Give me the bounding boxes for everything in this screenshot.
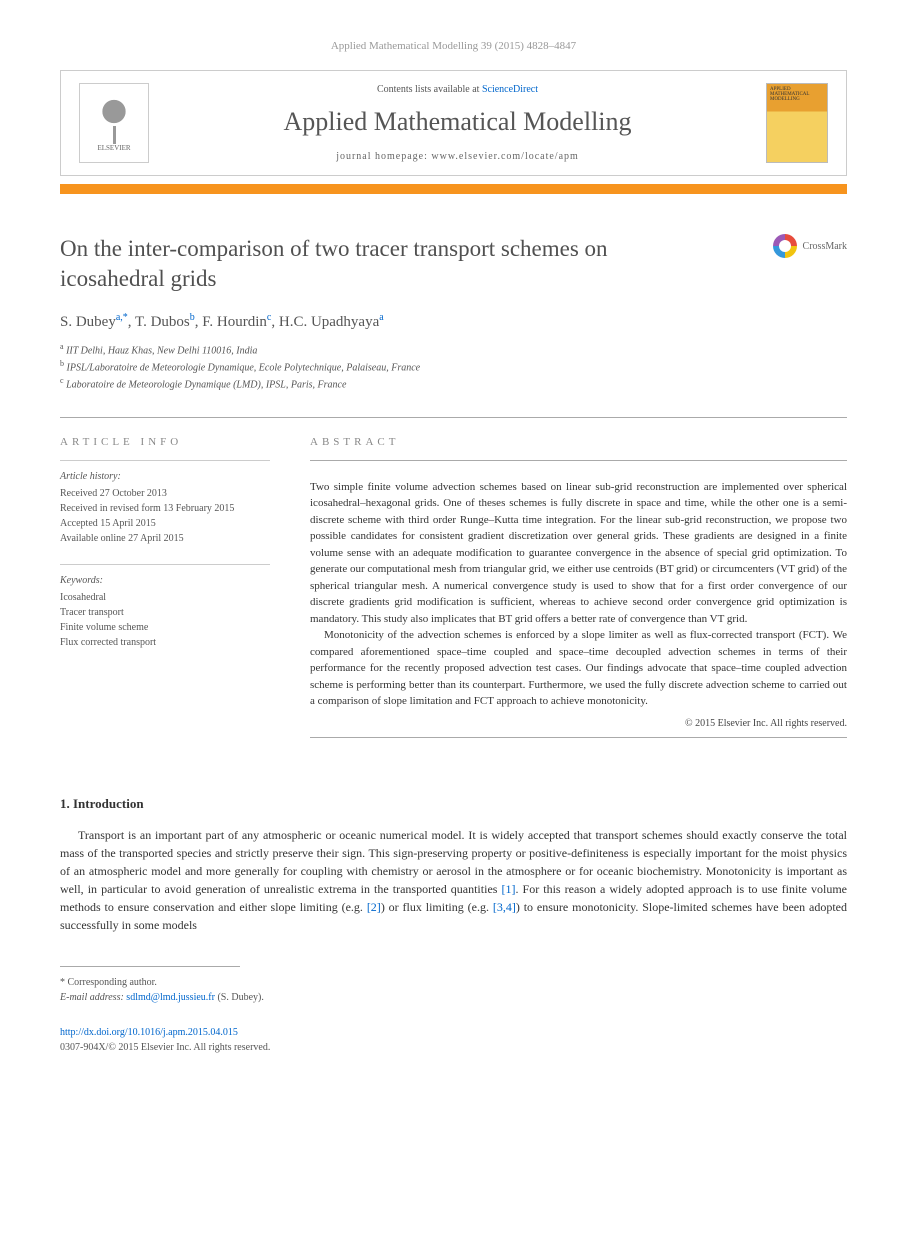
author-2-sup: b <box>190 312 195 323</box>
author-2: T. Dubos <box>135 314 190 330</box>
info-abstract-row: ARTICLE INFO Article history: Received 2… <box>60 436 847 756</box>
title-row: On the inter-comparison of two tracer tr… <box>60 234 847 294</box>
email-label: E-mail address: <box>60 992 126 1003</box>
copyright-line: © 2015 Elsevier Inc. All rights reserved… <box>310 718 847 729</box>
abstract-p2: Monotonicity of the advection schemes is… <box>310 627 847 710</box>
article-title: On the inter-comparison of two tracer tr… <box>60 234 700 294</box>
author-3-sup: c <box>267 312 271 323</box>
author-4: H.C. Upadhyaya <box>279 314 379 330</box>
issn-line: 0307-904X/© 2015 Elsevier Inc. All right… <box>60 1040 847 1055</box>
author-3: F. Hourdin <box>202 314 267 330</box>
divider <box>60 417 847 418</box>
article-history: Article history: Received 27 October 201… <box>60 460 270 546</box>
affiliation-c: Laboratoire de Meteorologie Dynamique (L… <box>66 380 346 391</box>
affiliations: a IIT Delhi, Hauz Khas, New Delhi 110016… <box>60 341 847 393</box>
abstract-p1: Two simple finite volume advection schem… <box>310 479 847 628</box>
ref-2-link[interactable]: [2] <box>367 900 381 914</box>
crossmark-icon <box>773 234 797 258</box>
introduction-body: Transport is an important part of any at… <box>60 826 847 934</box>
affiliation-a: IIT Delhi, Hauz Khas, New Delhi 110016, … <box>66 345 257 356</box>
intro-mid2: ) or flux limiting (e.g. <box>381 900 493 914</box>
journal-cover-thumbnail: APPLIED MATHEMATICAL MODELLING <box>766 83 828 163</box>
keyword-3: Finite volume scheme <box>60 620 270 635</box>
abstract-column: ABSTRACT Two simple finite volume advect… <box>310 436 847 756</box>
abstract-label: ABSTRACT <box>310 436 847 448</box>
history-online: Available online 27 April 2015 <box>60 531 270 546</box>
author-list: S. Dubeya,*, T. Dubosb, F. Hourdinc, H.C… <box>60 312 847 331</box>
author-1: S. Dubey <box>60 314 116 330</box>
article-info-label: ARTICLE INFO <box>60 436 270 448</box>
crossmark-badge[interactable]: CrossMark <box>773 234 847 258</box>
abstract-bottom-divider <box>310 737 847 738</box>
contents-prefix: Contents lists available at <box>377 84 482 95</box>
orange-divider-bar <box>60 184 847 194</box>
email-link[interactable]: sdlmd@lmd.jussieu.fr <box>126 992 215 1003</box>
ref-34-link[interactable]: [3,4] <box>493 900 516 914</box>
sciencedirect-link[interactable]: ScienceDirect <box>482 84 538 95</box>
article-info-column: ARTICLE INFO Article history: Received 2… <box>60 436 270 756</box>
history-revised: Received in revised form 13 February 201… <box>60 501 270 516</box>
journal-name: Applied Mathematical Modelling <box>167 107 748 137</box>
crossmark-label: CrossMark <box>803 241 847 252</box>
history-head: Article history: <box>60 469 270 484</box>
affiliation-b: IPSL/Laboratoire de Meteorologie Dynamiq… <box>67 362 421 373</box>
introduction-heading: 1. Introduction <box>60 796 847 812</box>
author-1-sup: a,* <box>116 312 128 323</box>
keywords-head: Keywords: <box>60 573 270 588</box>
elsevier-tree-icon <box>94 94 134 144</box>
corresponding-label: * Corresponding author. <box>60 975 847 990</box>
footer-divider <box>60 966 240 967</box>
doi-link[interactable]: http://dx.doi.org/10.1016/j.apm.2015.04.… <box>60 1025 847 1040</box>
keywords-block: Keywords: Icosahedral Tracer transport F… <box>60 564 270 650</box>
keyword-2: Tracer transport <box>60 605 270 620</box>
publisher-name: ELSEVIER <box>97 144 130 152</box>
ref-1-link[interactable]: [1] <box>501 882 515 896</box>
elsevier-logo: ELSEVIER <box>79 83 149 163</box>
corresponding-author: * Corresponding author. E-mail address: … <box>60 975 847 1005</box>
keyword-4: Flux corrected transport <box>60 635 270 650</box>
keyword-1: Icosahedral <box>60 590 270 605</box>
header-center: Contents lists available at ScienceDirec… <box>167 84 748 162</box>
email-name: (S. Dubey). <box>215 992 264 1003</box>
journal-header: ELSEVIER Contents lists available at Sci… <box>60 70 847 176</box>
journal-reference: Applied Mathematical Modelling 39 (2015)… <box>60 40 847 52</box>
journal-homepage: journal homepage: www.elsevier.com/locat… <box>167 151 748 162</box>
history-received: Received 27 October 2013 <box>60 486 270 501</box>
author-4-sup: a <box>379 312 383 323</box>
history-accepted: Accepted 15 April 2015 <box>60 516 270 531</box>
contents-list-line: Contents lists available at ScienceDirec… <box>167 84 748 95</box>
footer-links: http://dx.doi.org/10.1016/j.apm.2015.04.… <box>60 1025 847 1055</box>
abstract-divider <box>310 460 847 461</box>
abstract-text: Two simple finite volume advection schem… <box>310 479 847 710</box>
